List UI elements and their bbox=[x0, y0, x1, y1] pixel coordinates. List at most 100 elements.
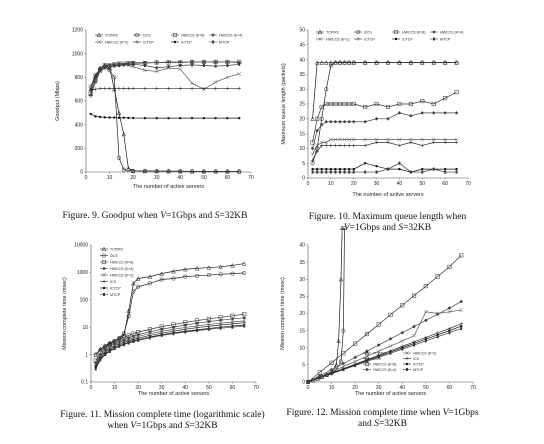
x-tick-label: 0 bbox=[307, 385, 310, 391]
data-point bbox=[334, 167, 337, 171]
data-point bbox=[374, 140, 379, 145]
data-point bbox=[107, 68, 112, 73]
x-axis-label: The number of active servers bbox=[352, 192, 423, 198]
data-point bbox=[423, 284, 428, 289]
y-axis-label: Maximum queue length (packets) bbox=[281, 63, 287, 144]
legend-marker bbox=[97, 40, 101, 44]
data-point bbox=[310, 116, 315, 121]
series-4 bbox=[310, 111, 459, 151]
data-point bbox=[363, 104, 368, 110]
data-point bbox=[171, 327, 176, 332]
legend-item: DCS bbox=[100, 253, 118, 258]
series-8 bbox=[311, 161, 458, 174]
series-line bbox=[95, 272, 245, 355]
data-point bbox=[206, 265, 212, 270]
x-tick-label: 30 bbox=[154, 175, 160, 181]
data-point bbox=[147, 274, 153, 279]
y-tick-label: 5 bbox=[302, 161, 305, 167]
legend-marker bbox=[364, 350, 370, 356]
series-6 bbox=[93, 320, 247, 368]
data-point bbox=[351, 143, 356, 148]
data-point bbox=[420, 98, 425, 104]
data-point bbox=[431, 111, 436, 115]
data-point bbox=[131, 116, 135, 120]
data-point bbox=[334, 362, 339, 367]
data-point bbox=[108, 116, 111, 119]
legend-label: HWCCS (K=8) bbox=[181, 33, 204, 37]
data-point bbox=[398, 161, 401, 165]
legend-label: MTCP bbox=[110, 293, 121, 297]
x-tick-label: 70 bbox=[465, 181, 471, 187]
data-point bbox=[338, 143, 342, 148]
data-point bbox=[324, 60, 329, 65]
figure-11-panel: 0 10 20 30 40 50 60 70 0.1 1 10 100 1000 10000 Mission… bbox=[58, 235, 268, 400]
data-point bbox=[339, 225, 345, 230]
legend-item: ICTCP bbox=[133, 40, 154, 44]
legend-item: HWCCS (K=2) bbox=[100, 273, 133, 277]
data-point bbox=[454, 137, 459, 142]
x-tick-label: 20 bbox=[352, 385, 358, 391]
legend-item: ICTCP bbox=[403, 362, 424, 366]
x-tick-label: 30 bbox=[376, 385, 382, 391]
y-tick-label: 400 bbox=[75, 122, 84, 128]
data-point bbox=[171, 276, 176, 281]
data-point bbox=[385, 104, 391, 110]
series-line bbox=[312, 112, 457, 149]
data-point bbox=[342, 101, 347, 107]
data-point bbox=[341, 364, 346, 369]
legend-label: HWCCS (K=4) bbox=[373, 368, 396, 372]
data-point bbox=[89, 112, 92, 116]
x-axis-label: The number of active servers bbox=[133, 184, 204, 190]
data-point bbox=[195, 321, 199, 325]
data-point bbox=[159, 277, 164, 282]
data-point bbox=[93, 352, 98, 357]
data-point bbox=[121, 167, 126, 172]
data-point bbox=[107, 86, 112, 91]
y-tick-label: 600 bbox=[75, 99, 84, 105]
data-point bbox=[329, 170, 332, 174]
data-point bbox=[377, 355, 380, 359]
data-point bbox=[113, 347, 116, 351]
data-point bbox=[230, 263, 235, 268]
legend-item: MTCP bbox=[430, 37, 451, 41]
legend-item: DCS bbox=[133, 32, 151, 37]
data-point bbox=[178, 67, 183, 72]
figure-12-caption: Figure. 12. Mission complete time when V… bbox=[286, 408, 479, 429]
data-point bbox=[123, 343, 125, 347]
data-point bbox=[333, 60, 338, 65]
data-point bbox=[443, 60, 448, 65]
data-point bbox=[118, 344, 121, 348]
x-tick-label: 20 bbox=[351, 181, 357, 187]
figure-12-panel: 0 10 20 30 40 50 60 70 0 5 10 15 20 25 30 35 40 Mission c… bbox=[278, 225, 488, 400]
series-3 bbox=[305, 253, 464, 385]
figure-10-chart: 0 10 20 30 40 50 60 70 0 5 10 15 20 25 30 35 40 45 50 Maxim… bbox=[281, 28, 471, 198]
legend-label: HWCCS (K=4) bbox=[219, 33, 242, 37]
data-point bbox=[324, 119, 329, 124]
data-point bbox=[314, 60, 320, 65]
series-6 bbox=[310, 140, 459, 163]
y-tick-label: 5 bbox=[302, 363, 305, 369]
legend-label: TCP/RC bbox=[110, 247, 124, 251]
x-tick-label: 60 bbox=[225, 175, 231, 181]
data-point bbox=[195, 323, 200, 328]
legend: TCP/RC DCS HWCCS (K=8) HWCCS (K=4) HWCCS (K=… bbox=[100, 246, 133, 297]
legend-marker bbox=[101, 246, 107, 252]
data-point bbox=[191, 63, 194, 67]
x-tick-label: 50 bbox=[206, 385, 212, 391]
data-point bbox=[333, 101, 338, 107]
data-point bbox=[339, 170, 341, 174]
series-1 bbox=[310, 60, 459, 121]
data-point bbox=[93, 87, 98, 91]
legend-item: HWCCS (K=4) bbox=[430, 30, 463, 34]
data-point bbox=[351, 119, 356, 124]
y-tick-label: 20 bbox=[299, 311, 305, 317]
data-point bbox=[353, 359, 358, 364]
data-point bbox=[343, 170, 346, 174]
legend-label: MTCP bbox=[413, 368, 424, 372]
data-point bbox=[364, 354, 369, 359]
data-point bbox=[242, 261, 247, 266]
data-point bbox=[348, 170, 351, 174]
x-tick-label: 10 bbox=[112, 385, 118, 391]
data-point bbox=[387, 167, 389, 171]
y-tick-label: 1200 bbox=[72, 28, 83, 34]
